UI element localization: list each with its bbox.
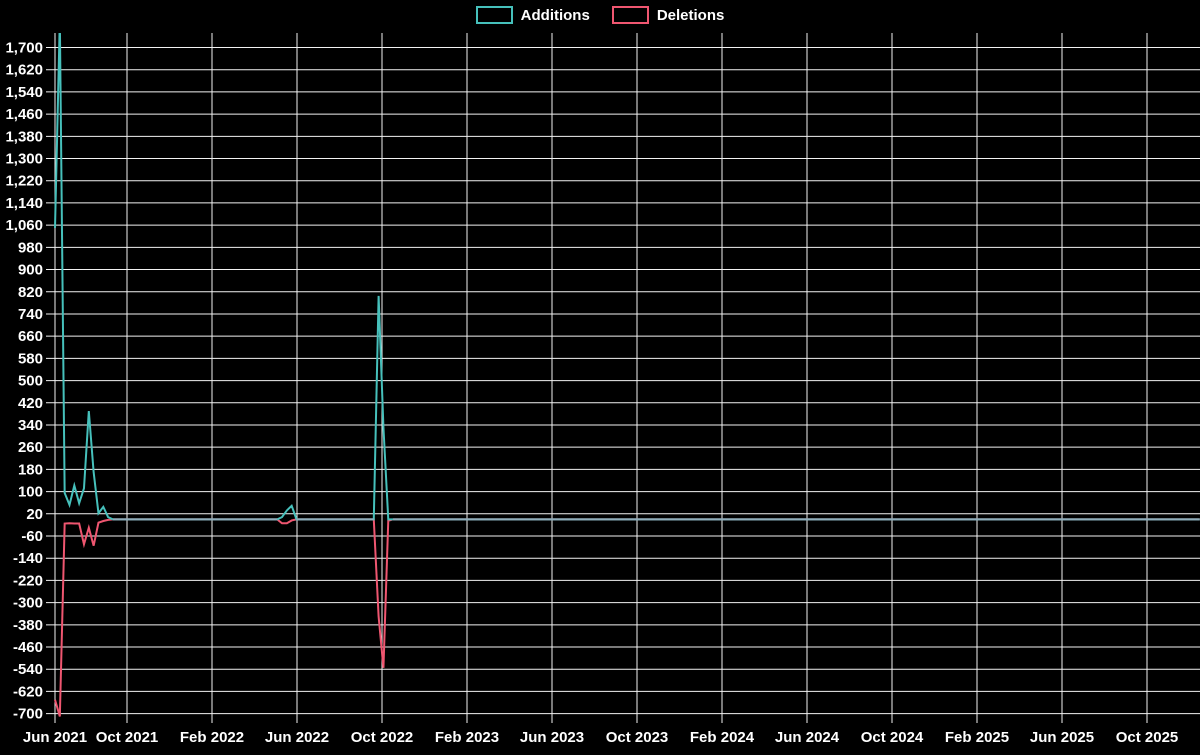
y-tick-label: -220 [13, 572, 43, 589]
x-tick-label: Oct 2022 [351, 729, 414, 746]
x-tick-label: Feb 2023 [435, 729, 499, 746]
y-tick-label: 900 [18, 262, 43, 279]
y-tick-label: 1,460 [5, 106, 43, 123]
y-tick-label: 340 [18, 417, 43, 434]
y-tick-label: -300 [13, 595, 43, 612]
y-tick-label: 660 [18, 328, 43, 345]
x-tick-label: Oct 2024 [861, 729, 924, 746]
y-tick-label: 100 [18, 484, 43, 501]
y-tick-label: 980 [18, 239, 43, 256]
y-tick-label: 260 [18, 439, 43, 456]
legend-label-deletions: Deletions [656, 6, 725, 24]
deletions-swatch-icon [611, 6, 649, 24]
additions-swatch-icon [475, 6, 513, 24]
legend-item-deletions[interactable]: Deletions [611, 6, 725, 24]
y-tick-label: 1,700 [5, 39, 43, 56]
x-tick-label: Oct 2021 [96, 729, 159, 746]
y-tick-label: 1,300 [5, 151, 43, 168]
x-tick-label: Jun 2021 [23, 729, 87, 746]
x-tick-label: Jun 2023 [520, 729, 584, 746]
y-tick-label: -620 [13, 683, 43, 700]
x-tick-label: Jun 2024 [775, 729, 840, 746]
y-tick-label: -700 [13, 706, 43, 723]
x-tick-label: Feb 2025 [945, 729, 1009, 746]
y-tick-label: -540 [13, 661, 43, 678]
y-tick-label: 1,540 [5, 84, 43, 101]
y-tick-label: 500 [18, 373, 43, 390]
y-tick-label: -460 [13, 639, 43, 656]
y-tick-label: 1,620 [5, 62, 43, 79]
y-tick-label: 1,380 [5, 128, 43, 145]
legend-label-additions: Additions [520, 6, 590, 24]
y-tick-label: 740 [18, 306, 43, 323]
x-tick-label: Jun 2025 [1030, 729, 1094, 746]
x-tick-label: Jun 2022 [265, 729, 329, 746]
x-tick-label: Feb 2024 [690, 729, 755, 746]
y-tick-label: 180 [18, 461, 43, 478]
y-tick-label: 1,220 [5, 173, 43, 190]
chart-legend: Additions Deletions [0, 6, 1200, 24]
x-tick-label: Oct 2023 [606, 729, 669, 746]
y-tick-label: -380 [13, 617, 43, 634]
deletions-line [54, 518, 1200, 717]
y-tick-label: 20 [26, 506, 43, 523]
x-tick-label: Feb 2022 [180, 729, 244, 746]
y-tick-label: 1,140 [5, 195, 43, 212]
y-tick-label: 420 [18, 395, 43, 412]
y-tick-label: 580 [18, 350, 43, 367]
y-tick-label: -140 [13, 550, 43, 567]
y-tick-label: 1,060 [5, 217, 43, 234]
x-tick-label: Oct 2025 [1116, 729, 1179, 746]
legend-item-additions[interactable]: Additions [475, 6, 590, 24]
y-tick-label: 820 [18, 284, 43, 301]
y-tick-label: -60 [21, 528, 43, 545]
